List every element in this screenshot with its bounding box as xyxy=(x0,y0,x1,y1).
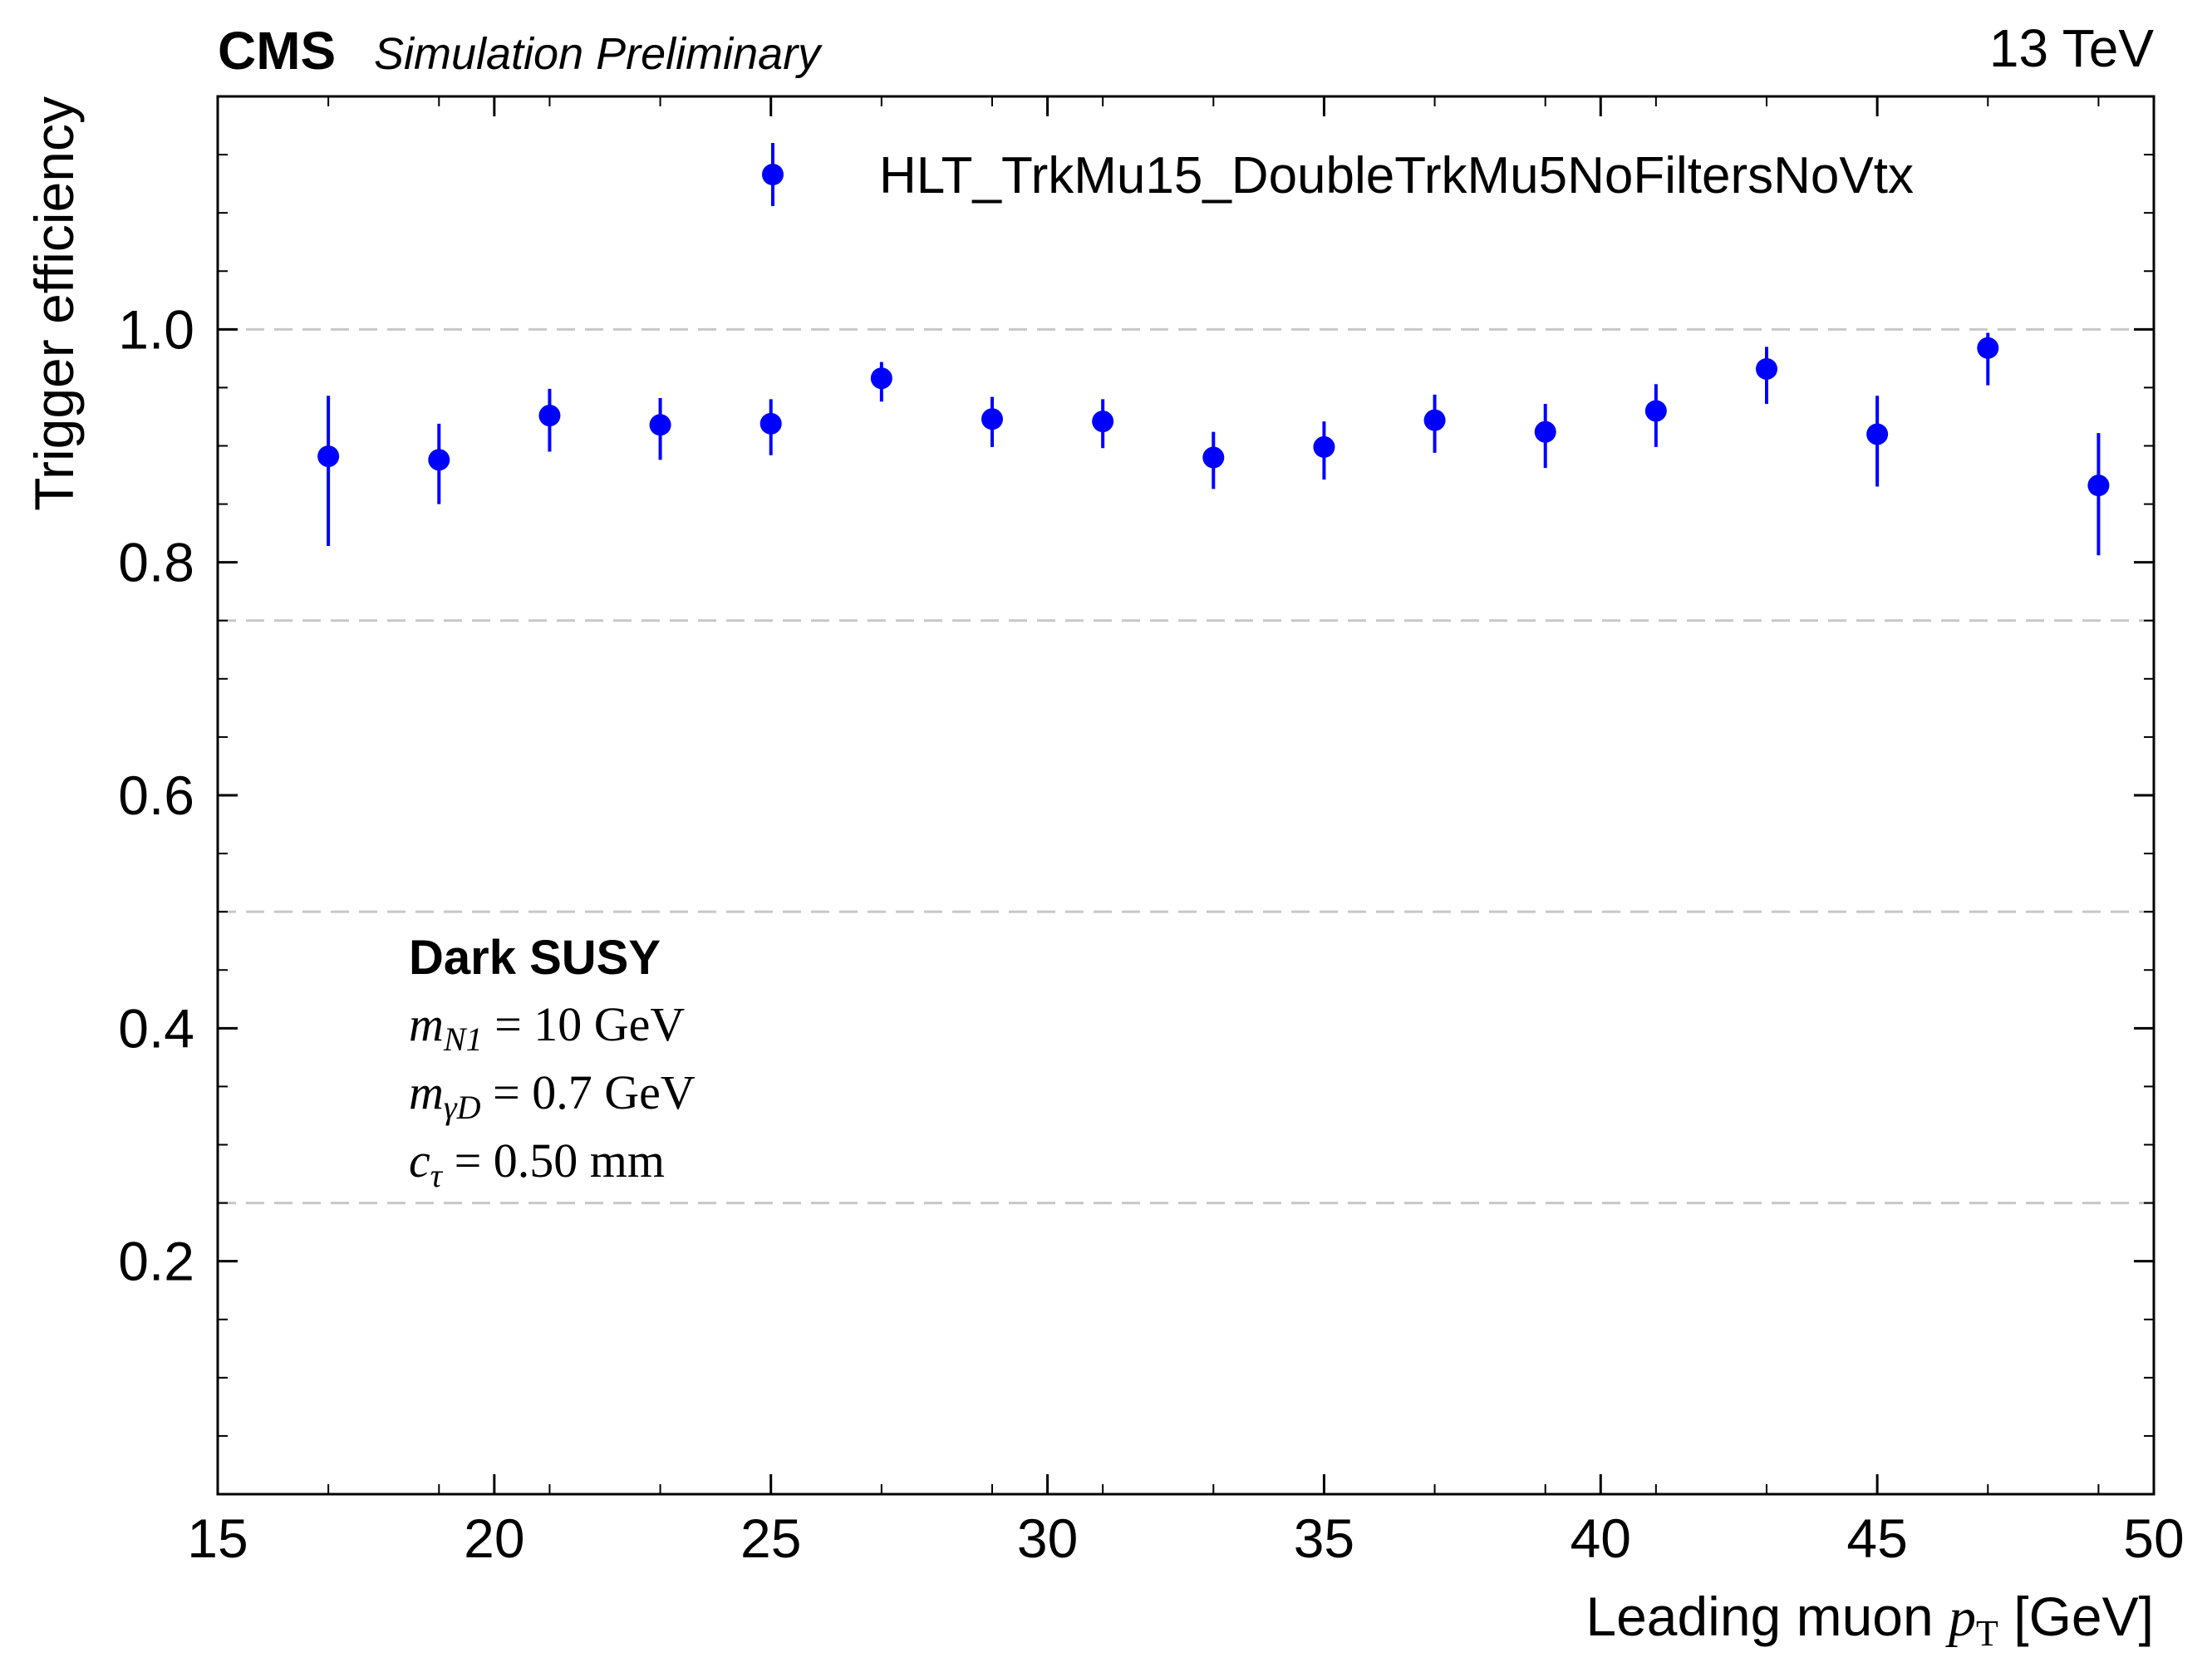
annotation-mass-n1: mN1 = 10 GeV xyxy=(409,997,685,1058)
data-point-3 xyxy=(649,414,671,436)
x-axis-label-pre: Leading muon xyxy=(1585,1586,1949,1647)
annotation-mass-n1-subscript: N1 xyxy=(443,1020,483,1058)
x-tick-label-7: 50 xyxy=(2123,1507,2184,1569)
cms-label: CMS xyxy=(218,21,336,81)
annotation-mass-gammad-symbol: m xyxy=(409,1065,444,1119)
data-point-1 xyxy=(428,449,450,471)
legend: HLT_TrkMu15_DoubleTrkMu5NoFiltersNoVtx xyxy=(762,143,1914,206)
annotation-mass-gammad: mγD = 0.7 GeV xyxy=(409,1065,696,1126)
x-tick-label-1: 20 xyxy=(464,1507,524,1569)
signal-annotation: Dark SUSY mN1 = 10 GeV mγD = 0.7 GeV cτ … xyxy=(409,931,696,1194)
annotation-mass-n1-symbol: m xyxy=(409,997,444,1051)
data-point-16 xyxy=(2087,475,2110,497)
annotation-mass-n1-value: = 10 GeV xyxy=(483,997,686,1051)
y-tick-label-1: 0.4 xyxy=(118,997,194,1059)
y-axis-label: Trigger efficiency xyxy=(23,96,85,511)
x-tick-label-5: 40 xyxy=(1571,1507,1631,1569)
y-tick-label-3: 0.8 xyxy=(118,532,194,593)
annotation-ctau-value: = 0.50 mm xyxy=(442,1134,665,1188)
data-point-9 xyxy=(1313,435,1335,458)
data-point-12 xyxy=(1644,400,1667,422)
x-axis-label-symbol: p xyxy=(1945,1587,1976,1648)
status-label: Simulation Preliminary xyxy=(374,29,823,79)
axis-ticks: 15 20 25 30 35 40 45 50 0.2 0.4 0.6 0.8 1.0 xyxy=(118,96,2185,1569)
data-point-15 xyxy=(1977,337,1999,359)
data-point-5 xyxy=(870,367,892,390)
data-point-10 xyxy=(1423,409,1446,431)
x-tick-label-3: 30 xyxy=(1017,1507,1078,1569)
x-axis-label-post: [GeV] xyxy=(1998,1586,2154,1647)
annotation-mass-gammad-value: = 0.7 GeV xyxy=(481,1065,696,1119)
annotation-mass-gammad-subscript: γD xyxy=(444,1089,481,1126)
x-axis-label-subscript: T xyxy=(1976,1613,1998,1654)
data-point-6 xyxy=(981,408,1003,430)
data-point-4 xyxy=(759,412,782,435)
legend-entry-label: HLT_TrkMu15_DoubleTrkMu5NoFiltersNoVtx xyxy=(879,147,1914,204)
data-points xyxy=(317,332,2110,556)
x-tick-label-2: 25 xyxy=(740,1507,801,1569)
data-point-7 xyxy=(1092,411,1114,433)
data-point-8 xyxy=(1202,446,1225,469)
data-point-11 xyxy=(1534,420,1556,443)
annotation-ctau-symbol: c xyxy=(409,1134,430,1188)
y-tick-label-4: 1.0 xyxy=(118,298,194,360)
plot-frame xyxy=(216,95,2155,1496)
energy-label: 13 TeV xyxy=(1989,18,2154,78)
data-point-13 xyxy=(1756,357,1777,380)
legend-marker xyxy=(762,164,784,185)
x-tick-label-4: 35 xyxy=(1294,1507,1354,1569)
y-tick-label-0: 0.2 xyxy=(118,1231,194,1292)
data-point-2 xyxy=(538,405,561,427)
annotation-ctau: cτ = 0.50 mm xyxy=(409,1134,665,1194)
x-axis-label: Leading muon pT [GeV] xyxy=(1585,1586,2154,1654)
data-point-14 xyxy=(1866,423,1889,445)
x-tick-label-0: 15 xyxy=(187,1507,248,1569)
grid-lines xyxy=(218,327,2154,1205)
annotation-title: Dark SUSY xyxy=(409,931,661,985)
annotation-ctau-subscript: τ xyxy=(430,1157,444,1194)
y-tick-label-2: 0.6 xyxy=(118,765,194,826)
data-point-0 xyxy=(317,445,340,468)
x-tick-label-6: 45 xyxy=(1846,1507,1907,1569)
